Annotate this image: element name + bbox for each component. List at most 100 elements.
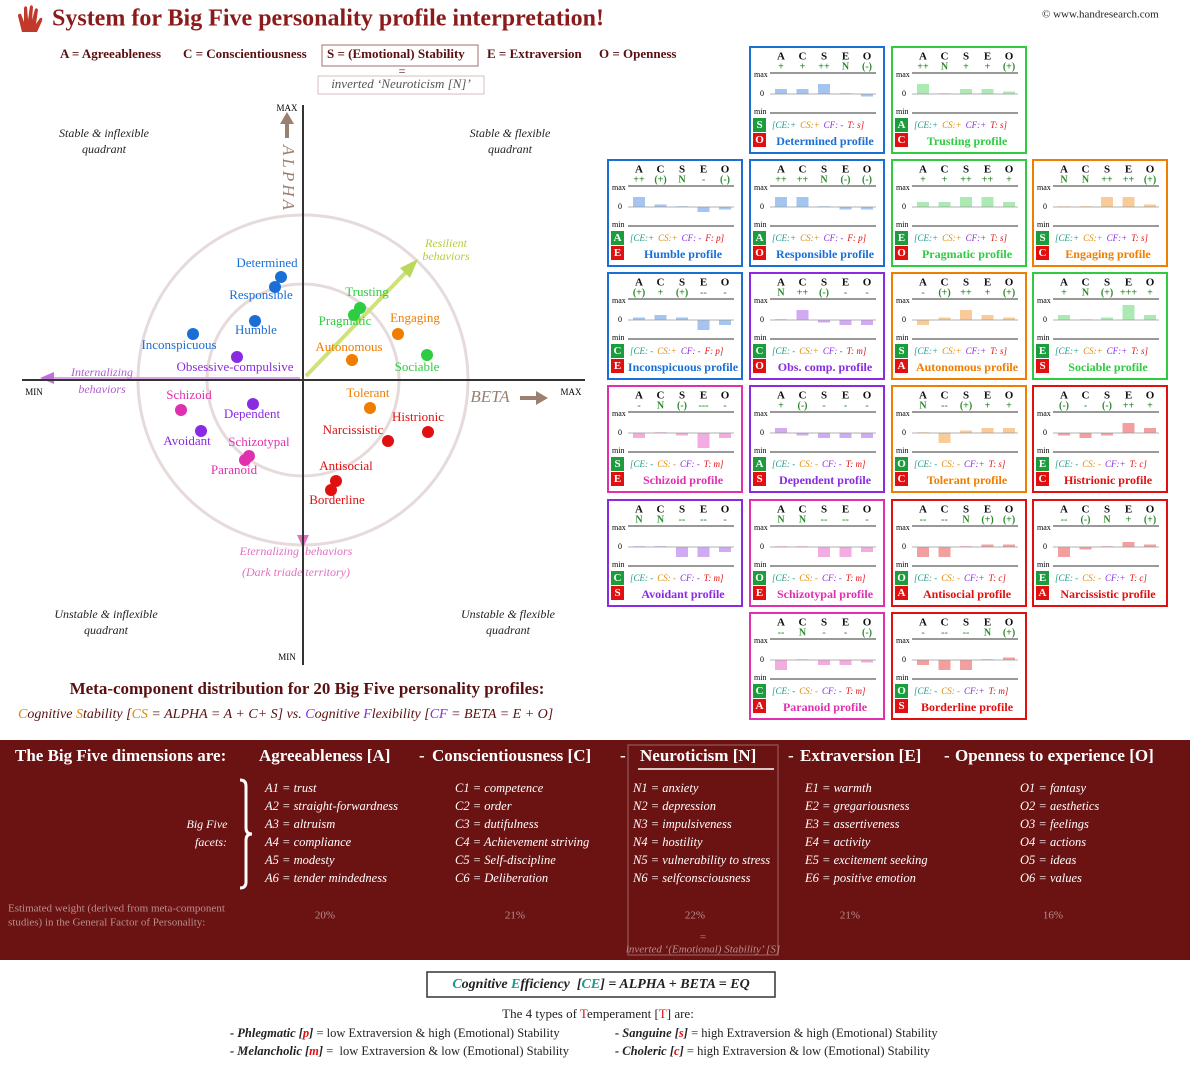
arrow-head xyxy=(400,259,418,278)
sign: N xyxy=(799,627,807,638)
sign: - xyxy=(844,400,847,411)
card-formula: [CE:+ CS:+ CF:+ T: s] xyxy=(914,120,1007,130)
card-max: max xyxy=(896,70,910,79)
profile-label: Histrionic xyxy=(392,409,444,424)
badge-letter: E xyxy=(756,587,763,599)
weight-label: Estimated weight (derived from meta-comp… xyxy=(8,903,225,915)
sign: + xyxy=(1147,287,1153,298)
formula-part: CS:+ xyxy=(658,233,678,243)
formula-part: CF:+ xyxy=(964,573,985,583)
badge-letter: S xyxy=(756,119,762,131)
column-letter: O xyxy=(1005,51,1014,63)
formula-part: CF: - xyxy=(822,686,842,696)
profile-dot xyxy=(348,309,360,321)
profile-dot xyxy=(239,454,251,466)
badge-letter: A xyxy=(756,458,764,470)
text-part: m xyxy=(309,1044,319,1058)
column-letter: E xyxy=(1125,390,1132,402)
formula-part: [CE: - xyxy=(630,346,653,356)
badge-letter: O xyxy=(755,572,764,584)
column-letter: C xyxy=(799,504,807,516)
card-zero-label: 0 xyxy=(1043,202,1047,211)
quadrant-label: Unstable & flexible xyxy=(461,607,556,621)
badge-letter: O xyxy=(755,360,764,372)
facet: A4 = compliance xyxy=(264,835,352,849)
sign: -- xyxy=(821,514,828,525)
sign: -- xyxy=(679,514,686,525)
text-part: C xyxy=(305,707,315,722)
text-part: ognitive xyxy=(27,707,76,722)
column-letter: O xyxy=(863,164,872,176)
text-part: = ALPHA = A + C+ S] vs. xyxy=(148,707,305,722)
facet-bar xyxy=(818,547,830,557)
card-min: min xyxy=(612,333,624,342)
profile-dot xyxy=(249,315,261,327)
sign: ++ xyxy=(1123,400,1135,411)
profile-label: Antisocial xyxy=(319,458,373,473)
facet-bar xyxy=(1058,433,1070,436)
column-letter: C xyxy=(799,390,807,402)
badge xyxy=(753,246,766,260)
formula-part: T: m] xyxy=(846,686,866,696)
sign: -- xyxy=(700,514,707,525)
card-min: min xyxy=(754,220,766,229)
card-formula: [CE: - CS: - CF: - T: m] xyxy=(772,573,866,583)
profile-name: Inconspicuous profile xyxy=(628,360,739,374)
text-part: F xyxy=(362,707,372,722)
facet-bar xyxy=(1101,433,1113,436)
facet-bar xyxy=(839,433,852,438)
sign: ++ xyxy=(960,174,972,185)
column-letter: S xyxy=(821,277,827,289)
facet: N3 = impulsiveness xyxy=(632,817,732,831)
badge-letter: S xyxy=(614,458,620,470)
alpha-label: ALPHA xyxy=(279,144,298,213)
meta-formula: Cognitive Stability [CS = ALPHA = A + C+… xyxy=(18,707,553,722)
badge xyxy=(895,699,908,713)
facet-bar xyxy=(839,207,852,210)
sign: + xyxy=(985,400,991,411)
badge-letter: O xyxy=(897,572,906,584)
column-letter: A xyxy=(635,164,643,176)
formula-part: [CE: - xyxy=(914,573,937,583)
card-formula: [CE: - CS:+ CF: - F: p] xyxy=(630,346,724,356)
badge-letter: S xyxy=(614,587,620,599)
badge xyxy=(753,231,766,245)
sign: + xyxy=(920,174,926,185)
dimensions-intro: The Big Five dimensions are: xyxy=(15,746,226,765)
facet: O3 = feelings xyxy=(1020,817,1089,831)
card-zero-label: 0 xyxy=(902,542,906,551)
column-letter: A xyxy=(1060,390,1068,402)
column-letter: E xyxy=(842,277,849,289)
card-min: min xyxy=(896,107,908,116)
facet: A6 = tender mindedness xyxy=(264,871,387,885)
weight-label: studies) in the General Factor of Person… xyxy=(8,917,205,929)
card-formula: [CE:+ CS:+ CF:+ T: s] xyxy=(1055,346,1148,356)
separator: - xyxy=(788,746,794,765)
formula-part: CF:+ xyxy=(966,120,987,130)
sign: (+) xyxy=(676,287,688,298)
formula-part: [CE:+ xyxy=(1055,233,1079,243)
card-formula: [CE: - CS: - CF: - T: m] xyxy=(630,459,724,469)
sign: ++ xyxy=(797,174,809,185)
profile-dot xyxy=(175,404,187,416)
sign: N xyxy=(657,400,665,411)
facet-bar xyxy=(960,310,972,320)
card-formula: [CE: - CS: - CF:+ T: c] xyxy=(1055,573,1147,583)
externalizing-label: (Dark triade territory) xyxy=(242,565,350,579)
profile-card xyxy=(1032,499,1168,607)
legend-item: E = Extraversion xyxy=(487,46,583,61)
formula-part: CS:+ xyxy=(799,346,819,356)
facet: O6 = values xyxy=(1020,871,1082,885)
sign: + xyxy=(658,287,664,298)
sign: +++ xyxy=(1120,287,1137,298)
column-letter: E xyxy=(700,390,707,402)
facet: C2 = order xyxy=(455,799,512,813)
sign: ++ xyxy=(775,174,787,185)
profile-label: Humble xyxy=(235,322,277,337)
card-zero-label: 0 xyxy=(760,655,764,664)
column-letter: E xyxy=(842,164,849,176)
formula-part: [CE:+ xyxy=(630,233,654,243)
legend-item: A = Agreeableness xyxy=(60,46,161,61)
badge-letter: O xyxy=(755,247,764,259)
